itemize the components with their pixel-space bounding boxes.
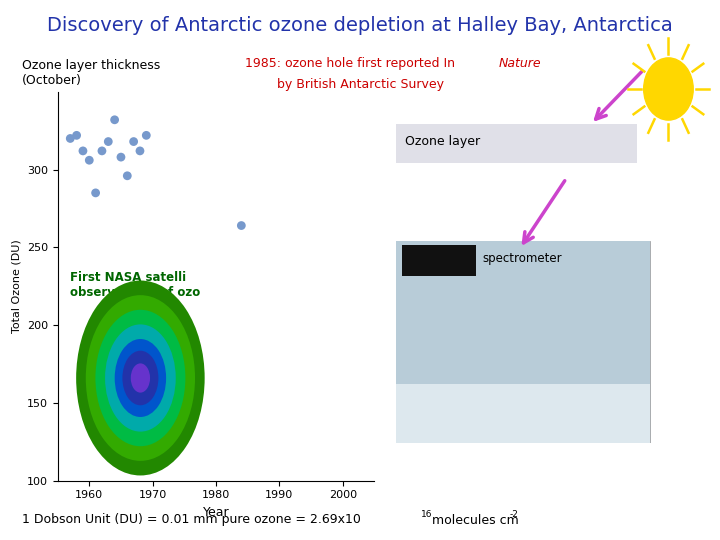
Bar [396, 241, 650, 384]
Point [115, 153, 127, 161]
Text: molecules cm: molecules cm [428, 514, 518, 526]
Bar [396, 124, 637, 163]
Text: Ozone layer thickness
(October): Ozone layer thickness (October) [22, 59, 160, 87]
Point [77, 146, 89, 155]
Point [90, 188, 102, 197]
Text: spectrometer: spectrometer [482, 252, 562, 265]
Ellipse shape [105, 325, 176, 431]
Ellipse shape [114, 339, 166, 417]
Bar [402, 245, 477, 275]
Point [65, 134, 76, 143]
Text: Discovery of Antarctic ozone depletion at Halley Bay, Antarctica: Discovery of Antarctic ozone depletion a… [47, 16, 673, 35]
Ellipse shape [131, 363, 150, 393]
Ellipse shape [86, 295, 195, 461]
Point [128, 137, 140, 146]
Text: First NASA satelli
observations of ozo: First NASA satelli observations of ozo [71, 271, 201, 299]
Point [122, 172, 133, 180]
Point [134, 146, 145, 155]
Text: by British Antarctic Survey: by British Antarctic Survey [277, 78, 444, 91]
Point [140, 131, 152, 140]
Point [71, 131, 82, 140]
Text: 1 Dobson Unit (DU) = 0.01 mm pure ozone = 2.69x10: 1 Dobson Unit (DU) = 0.01 mm pure ozone … [22, 514, 361, 526]
Text: Nature: Nature [499, 57, 541, 70]
Text: 16: 16 [420, 510, 432, 519]
X-axis label: Year: Year [203, 506, 229, 519]
Ellipse shape [122, 350, 158, 406]
Ellipse shape [96, 310, 185, 446]
Text: 1985: ozone hole first reported In: 1985: ozone hole first reported In [245, 57, 459, 70]
Point [84, 156, 95, 165]
Y-axis label: Total Ozone (DU): Total Ozone (DU) [12, 239, 21, 333]
Point [109, 116, 120, 124]
Text: Ozone layer: Ozone layer [405, 135, 480, 148]
Bar [396, 384, 650, 443]
Point [102, 137, 114, 146]
Point [235, 221, 247, 230]
Text: -2: -2 [510, 510, 518, 519]
Point [96, 146, 108, 155]
Bar [396, 241, 650, 443]
Ellipse shape [76, 280, 204, 475]
Circle shape [644, 58, 693, 120]
